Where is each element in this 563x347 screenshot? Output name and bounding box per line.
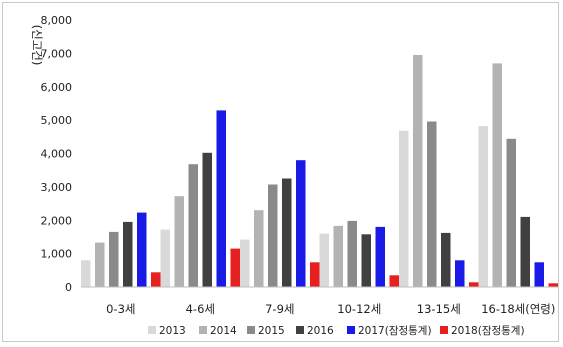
bar-2018(잠정통계)-16-18세(연령): [548, 283, 558, 287]
bar-2017(잠정통계)-0-3세: [137, 212, 147, 287]
y-tick-label: 6,000: [41, 81, 73, 94]
legend-label: 2018(잠정통계): [451, 325, 525, 337]
legend-label: 2014: [210, 325, 237, 337]
bar-2013-10-12세: [319, 233, 329, 287]
bar-2015-7-9세: [268, 184, 278, 287]
chart-frame: (신고건) 0 1,000 2,000 3,000 4,000 5,000 6,000 7,0…: [2, 2, 559, 342]
y-tick-label: 0: [65, 281, 72, 294]
bar-2013-4-6세: [160, 229, 170, 287]
x-category-label: 16-18세(연령): [481, 302, 555, 316]
bar-2014-4-6세: [174, 196, 184, 287]
legend-swatch: [247, 326, 255, 334]
legend-label: 2017(잠정통계): [358, 325, 432, 337]
bar-2017(잠정통계)-10-12세: [375, 226, 385, 287]
x-category-label: 4-6세: [186, 302, 215, 316]
bar-2015-10-12세: [347, 220, 357, 287]
y-tick-label: 8,000: [41, 14, 73, 27]
x-category-label: 7-9세: [265, 302, 294, 316]
bar-2018(잠정통계)-10-12세: [389, 275, 399, 287]
legend-swatch: [347, 326, 355, 334]
bar-2015-0-3세: [109, 231, 119, 287]
bar-2014-16-18세(연령): [492, 63, 502, 288]
bar-2018(잠정통계)-4-6세: [230, 248, 240, 287]
bar-2017(잠정통계)-16-18세(연령): [534, 262, 544, 287]
x-category-label: 0-3세: [106, 302, 135, 316]
legend-label: 2016: [307, 325, 334, 337]
bar-2015-4-6세: [188, 164, 198, 287]
bar-2014-10-12세: [333, 225, 343, 287]
y-tick-label: 4,000: [41, 148, 73, 161]
bar-2014-7-9세: [254, 210, 264, 287]
legend-label: 2013: [159, 325, 186, 337]
bar-2018(잠정통계)-7-9세: [310, 262, 320, 287]
bar-2016-7-9세: [282, 178, 292, 287]
bar-2016-13-15세: [441, 232, 451, 287]
bar-2013-13-15세: [399, 130, 409, 287]
bar-2017(잠정통계)-4-6세: [216, 110, 226, 288]
y-tick-label: 1,000: [41, 248, 73, 261]
bar-2016-16-18세(연령): [520, 216, 530, 287]
bar-2016-4-6세: [202, 152, 212, 287]
bar-2013-0-3세: [81, 260, 91, 287]
bar-2013-16-18세(연령): [478, 126, 488, 287]
bar-2017(잠정통계)-7-9세: [296, 160, 306, 287]
bar-2016-0-3세: [123, 221, 133, 287]
y-tick-label: 2,000: [41, 214, 73, 227]
y-tick-label: 5,000: [41, 114, 73, 127]
bar-2018(잠정통계)-0-3세: [151, 272, 161, 287]
legend-swatch: [148, 326, 156, 334]
bar-2018(잠정통계)-13-15세: [469, 282, 479, 287]
bar-2015-13-15세: [427, 121, 437, 287]
y-axis-label: (신고건): [30, 25, 44, 66]
y-tick-label: 3,000: [41, 181, 73, 194]
bar-2017(잠정통계)-13-15세: [455, 260, 465, 287]
legend-swatch: [440, 326, 448, 334]
bar-2016-10-12세: [361, 234, 371, 287]
bar-chart: (신고건) 0 1,000 2,000 3,000 4,000 5,000 6,000 7,0…: [30, 14, 558, 337]
legend-swatch: [296, 326, 304, 334]
y-tick-label: 7,000: [41, 47, 73, 60]
legend-label: 2015: [258, 325, 285, 337]
bar-2013-7-9세: [240, 239, 250, 287]
bar-2014-13-15세: [413, 55, 423, 287]
legend-swatch: [199, 326, 207, 334]
bar-2014-0-3세: [95, 242, 105, 287]
x-category-label: 13-15세: [417, 302, 461, 316]
bar-2015-16-18세(연령): [506, 138, 516, 287]
x-category-label: 10-12세: [337, 302, 381, 316]
